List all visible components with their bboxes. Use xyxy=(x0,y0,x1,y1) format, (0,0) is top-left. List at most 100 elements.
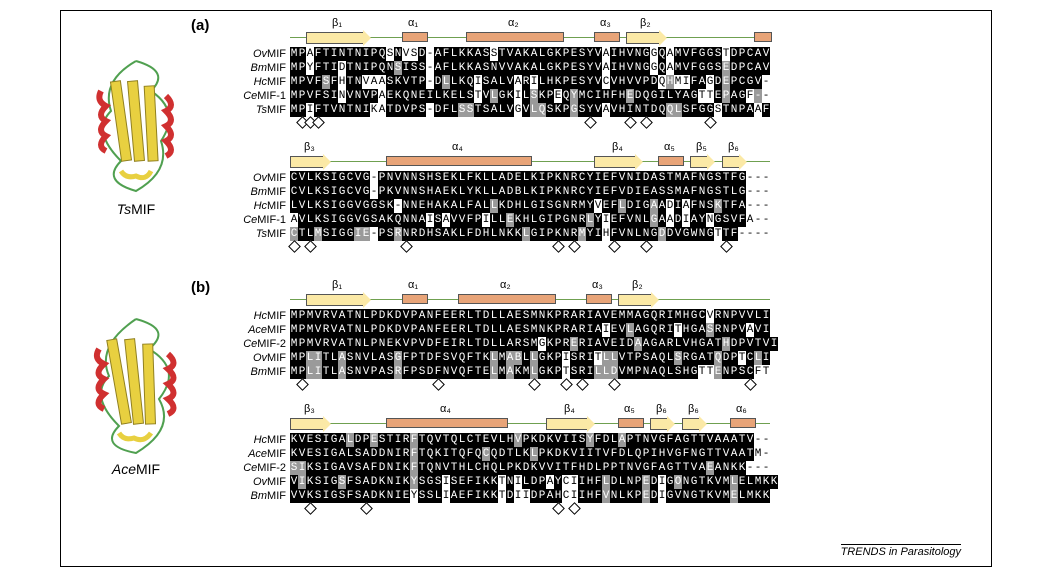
panel-b-label: (b) xyxy=(191,279,210,296)
seq-name: HcMIF xyxy=(226,75,290,89)
alpha-helix xyxy=(402,294,428,304)
diamond-marker xyxy=(296,378,309,391)
align-a-block1: β₁α₁α₂α₃β₂OvMIFMPAFTINTNIPQSNVSD-AFLKKAS… xyxy=(226,19,770,129)
ss-label: β₆ xyxy=(688,403,699,415)
ss-row: β₃α₄β₄α₅β₅β₆ xyxy=(290,143,770,171)
diamond-marker xyxy=(704,116,717,129)
beta-strand xyxy=(290,156,324,168)
beta-strand xyxy=(546,418,588,430)
protein-cartoon-b xyxy=(71,311,201,461)
seq-residues: VVKSIGSFSADKNIEYSSLIAEFIKKTDIIDPAHCIIHFV… xyxy=(290,489,770,503)
diamond-marker xyxy=(744,378,757,391)
seq-row: HcMIFMPMVRVATNLPDKDVPANFEERLTDLLAESMNKPR… xyxy=(226,309,778,323)
diamond-marker xyxy=(720,240,733,253)
seq-row: AceMIFMPMVRVATNLPDKDVPANFEERLTDLLAESMNKP… xyxy=(226,323,778,337)
beta-strand xyxy=(722,156,740,168)
seq-name: CeMIF-2 xyxy=(226,461,290,475)
seq-residues: LVLKSIGGVGGSK-NNEHAKALFALLKDHLGISGNRMYVE… xyxy=(290,199,770,213)
diamond-marker xyxy=(304,240,317,253)
seq-row: BmMIFVVKSIGSFSADKNIEYSSLIAEFIKKTDIIDPAHC… xyxy=(226,489,778,503)
seq-name: HcMIF xyxy=(226,309,290,323)
seq-residues: MPVFSINVNVPAEKQNEILKELSTVLGKILSKPEQYMCIH… xyxy=(290,89,770,103)
seq-residues: SIKSIGAVSAFDNIKFTQNVTHLCHQLPKDKVVITFHDLP… xyxy=(290,461,770,475)
diamond-marker xyxy=(528,378,541,391)
seq-residues: CTLMSIGGIE-PSRNRDHSAKLFDHLNKKLGIPKNRMYIH… xyxy=(290,227,770,241)
ss-label: β₆ xyxy=(728,141,739,153)
seq-row: CeMIF-2SIKSIGAVSAFDNIKFTQNVTHLCHQLPKDKVV… xyxy=(226,461,778,475)
seq-name: CeMIF-2 xyxy=(226,337,290,351)
alpha-helix xyxy=(730,418,756,428)
diamond-marker xyxy=(608,240,621,253)
seq-name: BmMIF xyxy=(226,489,290,503)
seq-row: CeMIF-2MPMVRVATNLPNEKVPVDFEIRLTDLLARSMGK… xyxy=(226,337,778,351)
ss-label: β₃ xyxy=(304,403,315,415)
seq-row: OvMIFVIKSIGSFSADKNIKYSGSISEFIKKTNILDPAYC… xyxy=(226,475,778,489)
seq-row: CeMIF-1AVLKSIGGVGSAKQNNAISAVVFPILLEKHLGI… xyxy=(226,213,770,227)
diamond-marker xyxy=(624,116,637,129)
seq-name: CeMIF-1 xyxy=(226,89,290,103)
panel-a-label: (a) xyxy=(191,17,209,34)
seq-row: CeMIF-1MPVFSINVNVPAEKQNEILKELSTVLGKILSKP… xyxy=(226,89,770,103)
ss-label: β₁ xyxy=(332,17,342,29)
seq-name: OvMIF xyxy=(226,475,290,489)
ss-label: α₃ xyxy=(592,279,603,291)
align-b-block2: β₃α₄β₄α₅β₆β₆α₆HcMIFKVESIGALDPESTIRFTQVTQ… xyxy=(226,405,778,515)
diamond-marker xyxy=(640,116,653,129)
seq-residues: MPLITLASNVLASGFPTDFSVQFTKLMABLLGKPISRITL… xyxy=(290,351,770,365)
diamond-marker xyxy=(552,240,565,253)
seq-residues: MPVFSFHTNVAASKVTP-DLLKQISALVARILHKPESYVC… xyxy=(290,75,770,89)
alpha-helix xyxy=(618,418,644,428)
diamond-marker xyxy=(576,378,589,391)
seq-name: HcMIF xyxy=(226,433,290,447)
beta-strand xyxy=(650,418,668,430)
alpha-helix xyxy=(594,32,620,42)
seq-name: AceMIF xyxy=(226,323,290,337)
diamond-marker xyxy=(312,116,325,129)
seq-residues: MPMVRVATNLPNEKVPVDFEIRLTDLLARSMGKPRERIAV… xyxy=(290,337,778,351)
ss-label: β₂ xyxy=(640,17,651,29)
ss-label: α₂ xyxy=(508,17,519,29)
beta-strand xyxy=(690,156,708,168)
alpha-helix xyxy=(402,32,428,42)
beta-strand xyxy=(618,294,652,306)
seq-row: TsMIFMPIFTVNTNIKATDVPS-DFLSSTSALVGVLQSKP… xyxy=(226,103,770,117)
seq-name: TsMIF xyxy=(226,103,290,117)
ss-label: β₄ xyxy=(612,141,623,153)
ss-label: β₆ xyxy=(656,403,667,415)
seq-name: AceMIF xyxy=(226,447,290,461)
alpha-helix xyxy=(586,294,612,304)
seq-residues: KVESIGALSADDNIRFTQKITQFQCQDTLKLPKDKVIITV… xyxy=(290,447,770,461)
seq-residues: AVLKSIGGVGSAKQNNAISAVVFPILLEKHLGIPGNRLYI… xyxy=(290,213,770,227)
diamond-marker xyxy=(432,378,445,391)
alpha-helix xyxy=(754,32,772,42)
seq-residues: MPMVRVATNLPDKDVPANFEERLTDLLAESMNKPRARIAI… xyxy=(290,323,770,337)
beta-strand xyxy=(594,156,636,168)
seq-name: BmMIF xyxy=(226,61,290,75)
align-a-block2: β₃α₄β₄α₅β₅β₆OvMIFCVLKSIGCVG-PNVNNSHSEKLF… xyxy=(226,143,770,253)
ss-label: β₂ xyxy=(632,279,643,291)
seq-residues: MPIFTVNTNIKATDVPS-DFLSSTSALVGVLQSKPGSYVA… xyxy=(290,103,770,117)
seq-row: TsMIFCTLMSIGGIE-PSRNRDHSAKLFDHLNKKLGIPKN… xyxy=(226,227,770,241)
seq-row: HcMIFMPVFSFHTNVAASKVTP-DLLKQISALVARILHKP… xyxy=(226,75,770,89)
seq-name: OvMIF xyxy=(226,171,290,185)
ss-label: α₄ xyxy=(440,403,451,415)
diamond-row xyxy=(290,503,778,515)
ss-label: α₂ xyxy=(500,279,511,291)
alpha-helix xyxy=(386,156,532,166)
seq-name: TsMIF xyxy=(226,227,290,241)
ss-label: β₃ xyxy=(304,141,315,153)
alpha-helix xyxy=(466,32,564,42)
alpha-helix xyxy=(386,418,508,428)
diamond-marker xyxy=(568,502,581,515)
alpha-helix xyxy=(658,156,684,166)
diamond-row xyxy=(290,117,770,129)
diamond-marker xyxy=(400,240,413,253)
ss-label: β₁ xyxy=(332,279,342,291)
ss-label: α₃ xyxy=(600,17,611,29)
seq-residues: CVLKSIGCVG-PKVNNSHAEKLYKLLADBLKIPKNRCYIE… xyxy=(290,185,770,199)
diamond-marker xyxy=(568,240,581,253)
ss-label: α₁ xyxy=(408,17,418,29)
seq-residues: MPAFTINTNIPQSNVSD-AFLKKASSTVAKALGKPESYVA… xyxy=(290,47,770,61)
beta-strand xyxy=(290,418,324,430)
beta-strand xyxy=(306,294,364,306)
